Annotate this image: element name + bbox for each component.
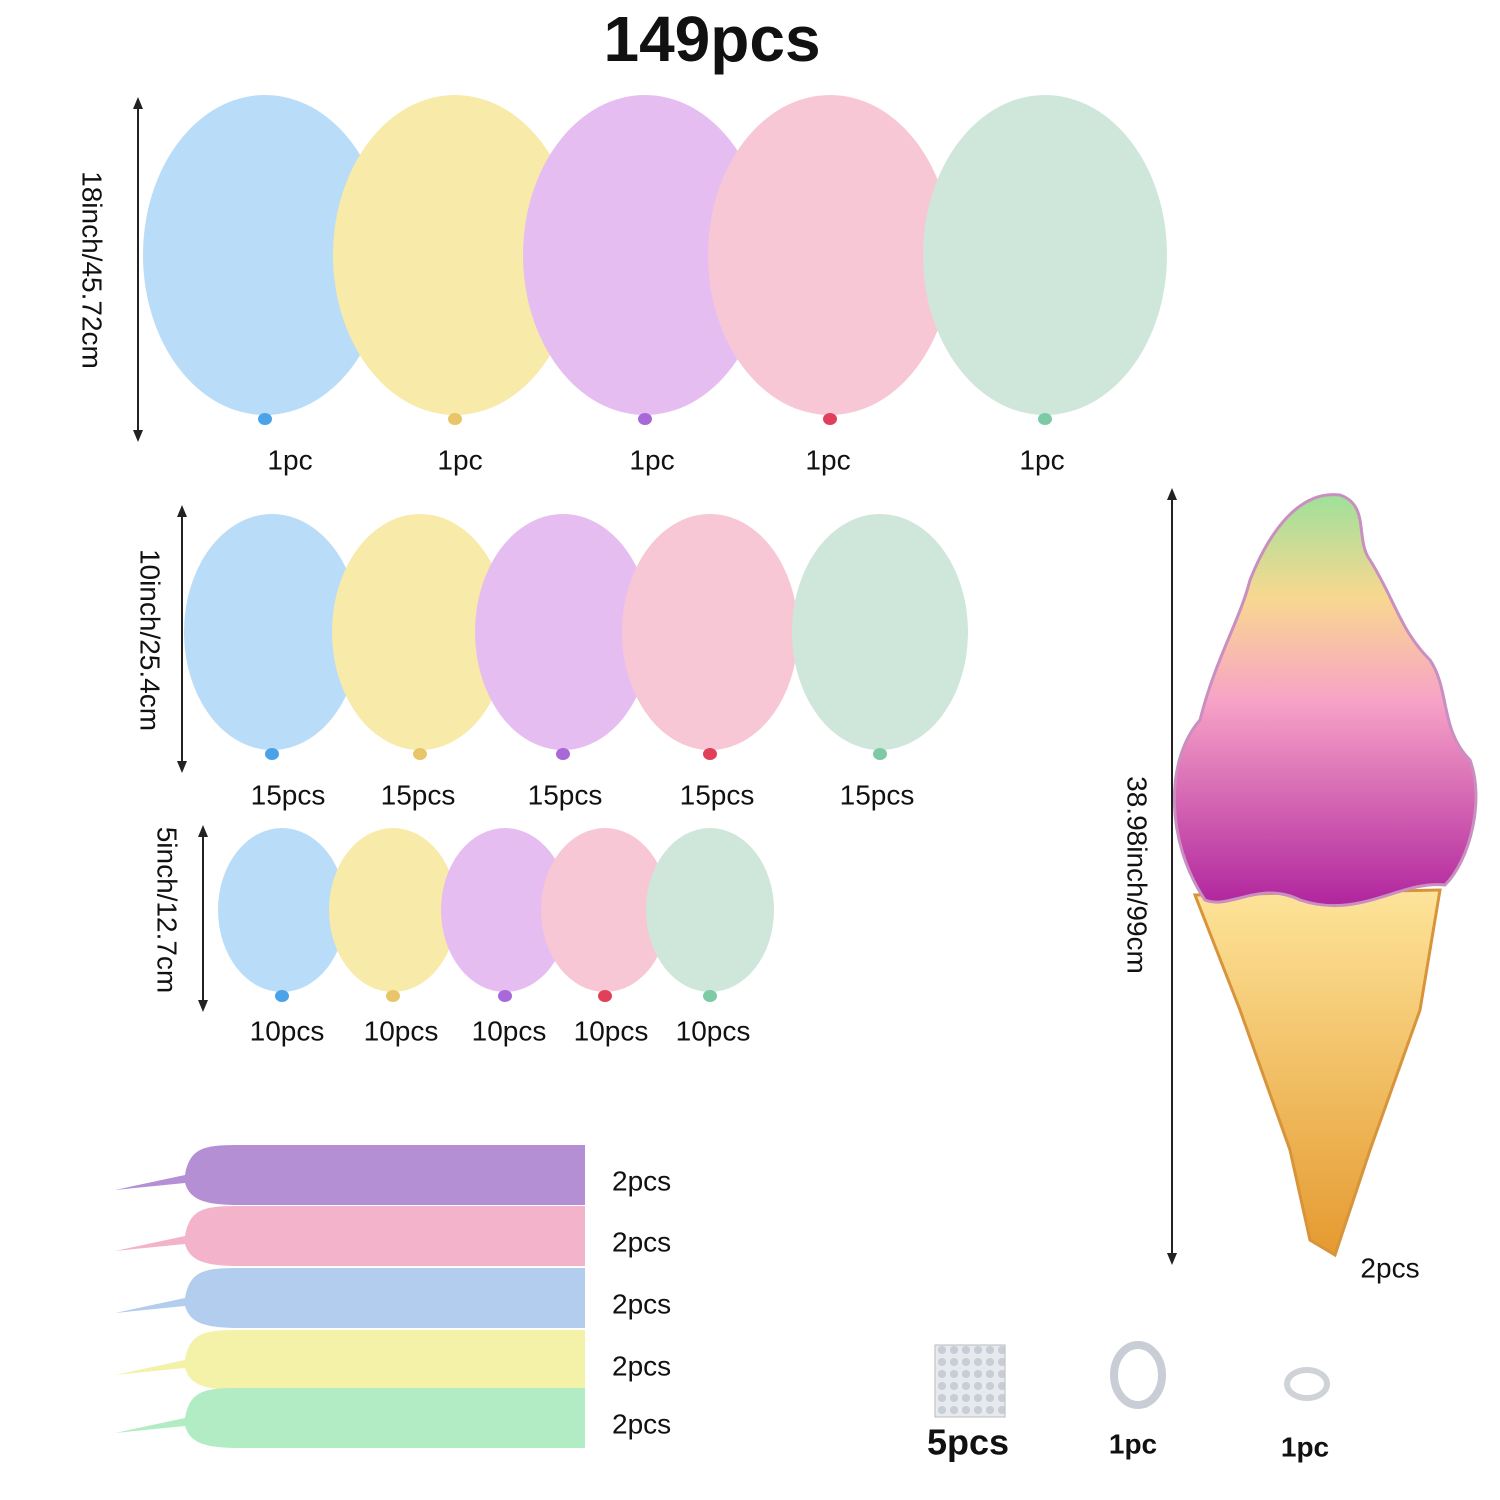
balloon (143, 95, 387, 415)
count-label: 10pcs (574, 1015, 649, 1046)
count-label: 15pcs (381, 779, 456, 810)
accessory-icons (934, 1341, 1330, 1418)
balloon (923, 95, 1167, 415)
balloon-knot (1038, 413, 1052, 425)
balloon-knot (556, 748, 570, 760)
long-balloon (115, 1330, 585, 1390)
count-label: 2pcs (612, 1350, 671, 1381)
count-label: 2pcs (1360, 1252, 1419, 1283)
count-label: 2pcs (612, 1288, 671, 1319)
long-balloon (115, 1268, 585, 1328)
count-label: 10pcs (676, 1015, 751, 1046)
balloon-knot (413, 748, 427, 760)
count-label: 10pcs (472, 1015, 547, 1046)
accessory-count: 1pc (1109, 1428, 1157, 1459)
count-label: 1pc (267, 444, 312, 475)
balloon (441, 828, 569, 992)
count-label: 2pcs (612, 1226, 671, 1257)
balloon (333, 95, 577, 415)
count-label: 15pcs (680, 779, 755, 810)
accessory-count: 5pcs (927, 1422, 1009, 1463)
balloon (646, 828, 774, 992)
long-balloon (115, 1388, 585, 1448)
size-label: 38.98inch/99cm (1122, 776, 1153, 974)
balloon-knot (275, 990, 289, 1002)
balloon (475, 514, 651, 750)
balloon (332, 514, 508, 750)
count-label: 15pcs (251, 779, 326, 810)
balloon-knot (703, 990, 717, 1002)
ice-cream-balloon (1172, 493, 1478, 1258)
balloon (708, 95, 952, 415)
count-label: 2pcs (612, 1408, 671, 1439)
balloon-knot (823, 413, 837, 425)
balloon-knot (498, 990, 512, 1002)
balloon (329, 828, 457, 992)
balloon-knot (448, 413, 462, 425)
balloon-knot (386, 990, 400, 1002)
long-balloon (115, 1145, 585, 1205)
size-label: 18inch/45.72cm (77, 171, 108, 369)
count-label: 15pcs (840, 779, 915, 810)
balloon-knot (703, 748, 717, 760)
balloon (184, 514, 360, 750)
title: 149pcs (603, 3, 820, 75)
balloon (792, 514, 968, 750)
count-label: 1pc (629, 444, 674, 475)
balloon (541, 828, 669, 992)
count-label: 15pcs (528, 779, 603, 810)
balloon (523, 95, 767, 415)
count-label: 1pc (1019, 444, 1064, 475)
count-label: 2pcs (612, 1165, 671, 1196)
long-balloon (115, 1206, 585, 1266)
count-label: 10pcs (250, 1015, 325, 1046)
count-label: 10pcs (364, 1015, 439, 1046)
size-label: 10inch/25.4cm (135, 549, 166, 731)
accessory-count: 1pc (1281, 1431, 1329, 1462)
balloon-knot (598, 990, 612, 1002)
balloon-knot (258, 413, 272, 425)
balloon-knot (873, 748, 887, 760)
count-label: 1pc (805, 444, 850, 475)
balloon-knot (265, 748, 279, 760)
balloon (218, 828, 346, 992)
balloon (622, 514, 798, 750)
balloon-knot (638, 413, 652, 425)
size-label: 5inch/12.7cm (152, 827, 183, 994)
count-label: 1pc (437, 444, 482, 475)
